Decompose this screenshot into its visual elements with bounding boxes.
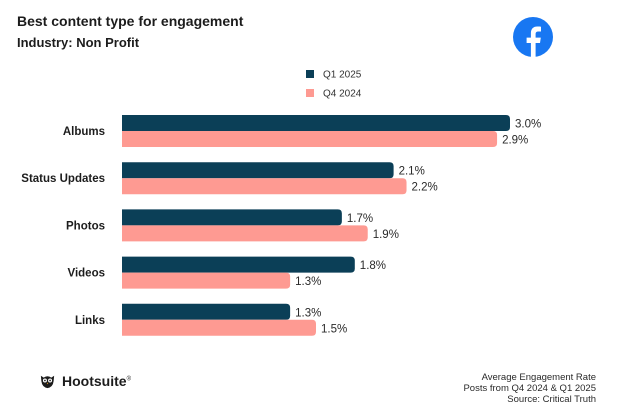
data-label: 1.3% bbox=[295, 276, 321, 288]
brand-name: Hootsuite® bbox=[62, 372, 131, 389]
legend-label-1: Q4 2024 bbox=[323, 89, 362, 100]
data-label: 2.1% bbox=[399, 166, 425, 178]
bar-q4-2024 bbox=[122, 131, 498, 147]
category-label: Links bbox=[75, 315, 105, 327]
bar-q4-2024 bbox=[122, 225, 368, 242]
bar-q1-2025 bbox=[122, 115, 510, 131]
category-label: Status Updates bbox=[21, 173, 105, 185]
bar-q4-2024 bbox=[122, 319, 316, 336]
bar-q1-2025 bbox=[122, 162, 394, 179]
footnote-period: Posts from Q4 2024 & Q1 2025 bbox=[463, 383, 596, 394]
data-label: 2.9% bbox=[502, 135, 528, 147]
chart-footnote: Average Engagement Rate Posts from Q4 20… bbox=[463, 372, 596, 405]
data-label: 1.7% bbox=[347, 213, 373, 225]
data-label: 1.9% bbox=[373, 229, 399, 241]
owl-logo-icon bbox=[40, 375, 55, 389]
data-label: 1.8% bbox=[360, 260, 386, 272]
data-label: 3.0% bbox=[515, 119, 541, 131]
legend-label-0: Q1 2025 bbox=[323, 70, 362, 81]
data-label: 1.5% bbox=[321, 323, 347, 335]
legend-swatch-0 bbox=[306, 70, 314, 78]
category-label: Albums bbox=[63, 126, 105, 138]
hootsuite-brand: Hootsuite® bbox=[38, 371, 131, 390]
bar-q1-2025 bbox=[122, 303, 291, 320]
category-label: Videos bbox=[68, 268, 106, 280]
bar-q1-2025 bbox=[122, 209, 342, 226]
bar-q1-2025 bbox=[122, 256, 355, 273]
category-label: Photos bbox=[66, 220, 105, 232]
bar-q4-2024 bbox=[122, 178, 407, 195]
data-label: 1.3% bbox=[295, 307, 321, 319]
footnote-source: Source: Critical Truth bbox=[507, 394, 596, 405]
footnote-metric: Average Engagement Rate bbox=[481, 372, 596, 383]
bar-q4-2024 bbox=[122, 272, 291, 289]
chart-title: Best content type for engagement bbox=[17, 13, 244, 29]
facebook-icon bbox=[513, 17, 553, 57]
legend-swatch-1 bbox=[306, 89, 314, 97]
chart-subtitle: Industry: Non Profit bbox=[17, 35, 140, 50]
data-label: 2.2% bbox=[412, 182, 438, 194]
